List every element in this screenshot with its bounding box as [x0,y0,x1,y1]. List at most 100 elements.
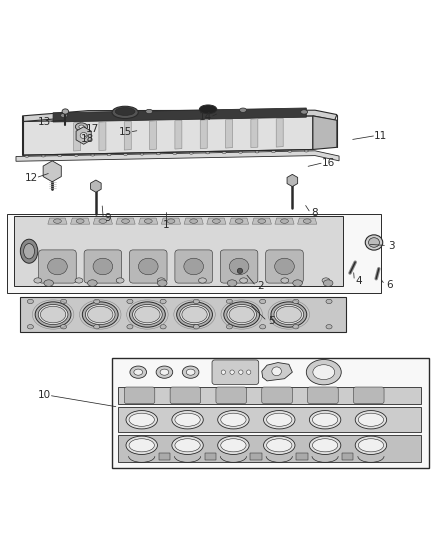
Ellipse shape [60,325,67,329]
Text: 2: 2 [257,281,264,291]
Polygon shape [118,435,421,462]
Ellipse shape [260,325,266,329]
Text: 3: 3 [388,240,395,251]
Ellipse shape [221,439,246,452]
Ellipse shape [85,304,115,325]
Ellipse shape [326,325,332,329]
Polygon shape [22,116,313,155]
Text: 10: 10 [38,390,51,400]
Bar [205,454,216,460]
Ellipse shape [172,436,203,455]
Ellipse shape [247,370,251,374]
Polygon shape [99,122,106,150]
Ellipse shape [112,106,138,118]
Ellipse shape [300,110,307,114]
Ellipse shape [258,219,266,223]
Ellipse shape [124,154,127,156]
Ellipse shape [146,109,152,114]
Polygon shape [275,218,294,224]
Ellipse shape [182,366,199,378]
Ellipse shape [255,151,259,153]
Bar [296,454,307,460]
Ellipse shape [130,302,165,327]
Ellipse shape [271,302,307,327]
Ellipse shape [323,280,333,286]
FancyBboxPatch shape [220,250,258,283]
Ellipse shape [189,152,193,154]
Text: 8: 8 [312,208,318,218]
FancyBboxPatch shape [130,250,167,283]
Polygon shape [150,121,156,150]
Bar [342,454,353,460]
Ellipse shape [272,367,282,376]
Ellipse shape [60,113,67,118]
Ellipse shape [304,150,308,152]
Polygon shape [200,120,207,149]
Text: 12: 12 [25,173,38,183]
Text: 6: 6 [386,280,392,290]
FancyBboxPatch shape [307,387,338,403]
Ellipse shape [134,369,143,375]
Ellipse shape [157,280,167,286]
Polygon shape [20,297,346,332]
Ellipse shape [99,219,107,223]
Ellipse shape [129,413,154,426]
Ellipse shape [237,268,243,273]
Ellipse shape [122,219,130,223]
Ellipse shape [24,244,35,259]
Ellipse shape [135,306,160,323]
Text: 13: 13 [38,117,51,126]
Ellipse shape [74,154,78,156]
Ellipse shape [226,299,233,304]
Ellipse shape [175,413,200,426]
Polygon shape [116,218,135,224]
Ellipse shape [129,439,154,452]
Ellipse shape [40,306,66,323]
Ellipse shape [91,154,95,156]
Ellipse shape [156,366,173,378]
Ellipse shape [239,370,243,374]
Ellipse shape [224,302,260,327]
Ellipse shape [309,436,341,455]
Ellipse shape [240,278,247,283]
Polygon shape [124,121,131,150]
Ellipse shape [206,152,210,154]
Polygon shape [230,218,249,224]
Ellipse shape [229,258,249,275]
Ellipse shape [94,325,100,329]
Ellipse shape [288,150,292,152]
Ellipse shape [264,436,295,455]
Ellipse shape [198,278,206,283]
Ellipse shape [309,410,341,429]
Ellipse shape [58,155,62,157]
FancyBboxPatch shape [262,387,292,403]
Ellipse shape [199,105,217,114]
Ellipse shape [184,258,204,275]
Text: 17: 17 [86,124,99,134]
Ellipse shape [221,413,246,426]
Ellipse shape [275,258,294,275]
Ellipse shape [130,366,147,378]
Ellipse shape [303,219,311,223]
FancyBboxPatch shape [175,250,212,283]
Ellipse shape [80,133,87,139]
Ellipse shape [221,370,226,374]
Ellipse shape [180,304,209,325]
Polygon shape [74,122,81,151]
Polygon shape [16,151,339,161]
Ellipse shape [358,413,384,426]
Ellipse shape [355,436,387,455]
Ellipse shape [212,219,220,223]
Ellipse shape [267,413,292,426]
Ellipse shape [116,278,124,283]
Text: 15: 15 [119,127,132,137]
Ellipse shape [53,219,61,223]
Ellipse shape [313,365,335,379]
Ellipse shape [140,153,144,155]
Ellipse shape [145,219,152,223]
Ellipse shape [35,302,71,327]
Bar [251,454,262,460]
Ellipse shape [182,306,207,323]
FancyBboxPatch shape [216,387,247,403]
Text: 14: 14 [199,112,212,122]
